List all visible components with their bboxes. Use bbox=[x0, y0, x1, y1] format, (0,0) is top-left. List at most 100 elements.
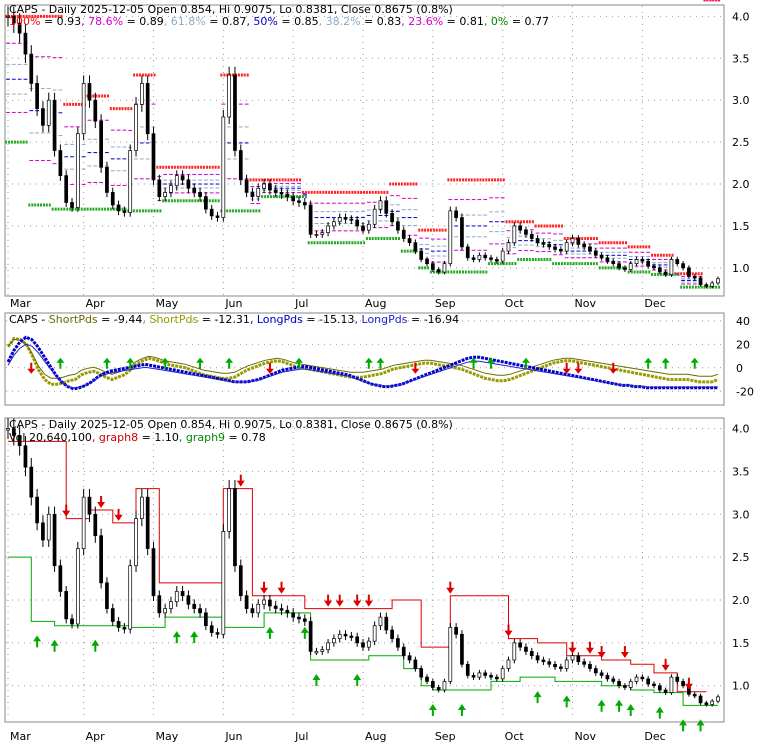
lower-candle bbox=[698, 695, 703, 704]
lower-candle bbox=[70, 618, 74, 625]
lower-y-tick: 4.0 bbox=[732, 423, 750, 436]
lower-candle bbox=[448, 627, 453, 682]
lower-x-tick: Mar bbox=[10, 730, 31, 743]
sell-arrow bbox=[568, 641, 577, 654]
price-candle bbox=[582, 244, 586, 248]
fib-level-value: = 0.83 bbox=[361, 15, 402, 28]
osc-y-tick: -20 bbox=[736, 385, 754, 398]
lower-candle bbox=[436, 687, 441, 691]
lower-candle bbox=[238, 565, 243, 597]
lower-candle bbox=[390, 629, 394, 639]
fib-level-label: , 23.6% bbox=[401, 15, 443, 28]
price-candle bbox=[646, 260, 651, 267]
lower-candle bbox=[174, 591, 179, 603]
osc-up-arrow bbox=[161, 357, 170, 369]
price-candle bbox=[401, 229, 406, 239]
lower-candle bbox=[506, 659, 511, 669]
price-candle bbox=[460, 217, 464, 248]
price-x-tick: Jul bbox=[294, 297, 308, 310]
price-candle bbox=[361, 225, 365, 231]
lower-candle bbox=[547, 661, 552, 665]
lower-y-tick: 2.5 bbox=[732, 551, 750, 564]
fib-level-label: 100% bbox=[9, 15, 40, 28]
lower-candle bbox=[628, 681, 633, 688]
price-candle bbox=[169, 185, 173, 193]
sell-arrow bbox=[335, 594, 344, 607]
buy-arrow bbox=[626, 704, 635, 716]
price-candle bbox=[233, 74, 237, 151]
price-candle bbox=[262, 183, 266, 189]
lower-candle bbox=[6, 428, 10, 431]
lower-candle bbox=[617, 681, 621, 687]
price-candle bbox=[29, 53, 34, 84]
lower-candle bbox=[326, 642, 330, 651]
lower-candle bbox=[477, 672, 482, 678]
lower-candle bbox=[582, 661, 586, 665]
price-candle bbox=[634, 259, 639, 265]
lower-candle bbox=[186, 595, 191, 605]
price-candle bbox=[128, 150, 133, 213]
lower-candle bbox=[611, 678, 616, 682]
price-candle bbox=[570, 238, 575, 244]
price-x-tick: Oct bbox=[505, 297, 525, 310]
osc-series-value: = -16.94 bbox=[407, 313, 459, 326]
buy-arrow bbox=[265, 626, 274, 639]
oscillator-panel bbox=[4, 312, 725, 406]
lower-candle bbox=[442, 681, 447, 691]
lower-candle bbox=[483, 672, 488, 676]
sell-arrow bbox=[585, 641, 594, 654]
price-candle bbox=[273, 189, 278, 193]
lower-candle bbox=[355, 636, 360, 644]
price-candle bbox=[617, 263, 621, 269]
price-candle bbox=[81, 83, 86, 135]
price-candle bbox=[297, 200, 301, 203]
price-candle bbox=[302, 202, 307, 206]
lower-candle bbox=[105, 582, 109, 609]
price-candle bbox=[105, 166, 109, 193]
fib-levels bbox=[5, 0, 721, 289]
buy-arrow bbox=[562, 695, 571, 708]
lower-candles bbox=[6, 418, 720, 707]
lower-candle bbox=[593, 668, 598, 674]
price-candle bbox=[500, 250, 505, 262]
lower-candle bbox=[692, 693, 697, 697]
volume-text: Vol 20,640,100 bbox=[9, 431, 92, 444]
lower-series-value: = 1.10 bbox=[138, 431, 179, 444]
osc-down-arrow bbox=[609, 362, 618, 374]
osc-series-label: , LongPds bbox=[355, 313, 408, 326]
price-candle bbox=[413, 242, 418, 252]
price-candle bbox=[593, 250, 598, 256]
price-candle bbox=[238, 150, 243, 181]
price-candle bbox=[291, 196, 296, 202]
lower-candle bbox=[576, 655, 581, 663]
lower-candle bbox=[157, 595, 162, 614]
lower-candle bbox=[227, 488, 231, 532]
price-candle bbox=[442, 263, 447, 273]
buy-arrow bbox=[190, 631, 199, 644]
price-candle bbox=[23, 32, 28, 55]
price-candle bbox=[559, 249, 563, 252]
price-candle bbox=[198, 192, 202, 197]
price-candle bbox=[244, 179, 249, 193]
lower-candle bbox=[518, 642, 522, 648]
lower-candle bbox=[244, 595, 249, 609]
price-candle bbox=[209, 208, 214, 217]
price-candle bbox=[692, 275, 697, 279]
lower-candle bbox=[623, 685, 627, 688]
price-candle bbox=[535, 238, 540, 244]
price-candles bbox=[6, 6, 720, 289]
price-x-tick: Nov bbox=[575, 297, 597, 310]
price-candle bbox=[192, 187, 197, 193]
price-candle bbox=[6, 16, 10, 18]
lower-candle bbox=[52, 513, 57, 567]
price-candle bbox=[58, 150, 63, 176]
price-header: CAPS - Daily 2025-12-05 Open 0.854, Hi 0… bbox=[9, 3, 453, 16]
lower-candle bbox=[209, 625, 214, 633]
osc-y-tick: 0 bbox=[736, 362, 743, 375]
price-candle bbox=[337, 217, 342, 223]
lower-candle bbox=[663, 689, 668, 693]
price-grid bbox=[6, 6, 723, 295]
fib-level-label: , 38.2% bbox=[319, 15, 361, 28]
lower-candle bbox=[308, 621, 313, 652]
lower-series-label: , graph8 bbox=[92, 431, 138, 444]
